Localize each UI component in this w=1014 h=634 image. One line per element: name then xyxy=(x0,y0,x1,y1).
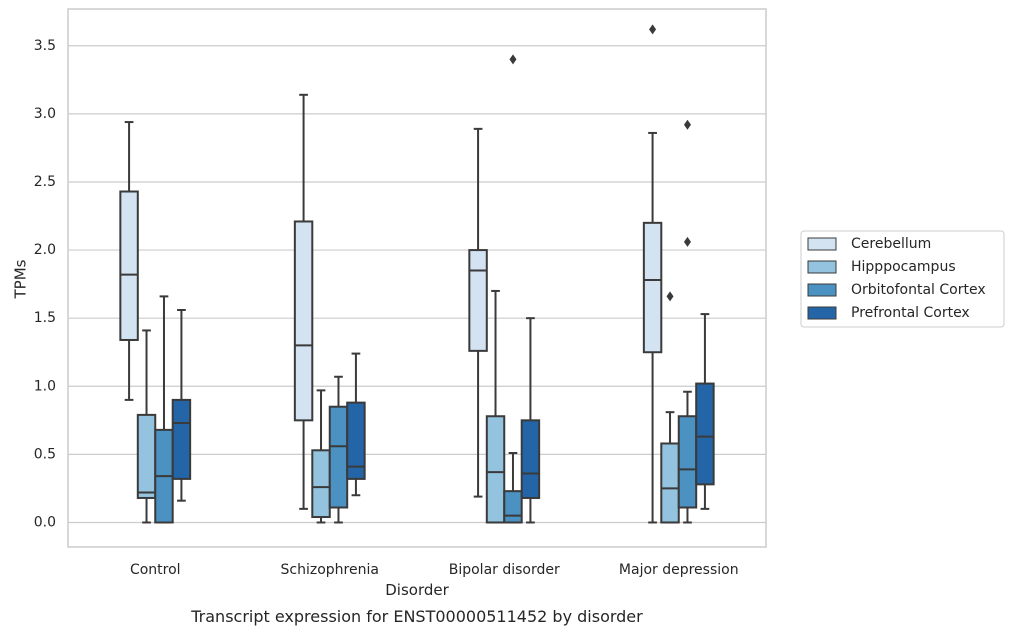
box-control-cerebellum xyxy=(119,121,139,401)
legend-label: Prefrontal Cortex xyxy=(851,305,970,321)
legend-swatch xyxy=(807,306,837,320)
x-tick-label: Control xyxy=(130,562,181,578)
box-bipolar-disorder-hipppocampus xyxy=(485,289,506,524)
chart-caption: Transcript expression for ENST0000051145… xyxy=(190,607,643,626)
legend-label: Hipppocampus xyxy=(851,259,956,275)
y-tick-label: 2.5 xyxy=(34,174,56,190)
box-iqr xyxy=(695,382,715,486)
x-tick-label: Bipolar disorder xyxy=(449,562,560,578)
box-iqr xyxy=(468,249,488,352)
box-iqr xyxy=(119,190,139,341)
y-tick-label: 1.0 xyxy=(34,378,56,394)
y-tick-label: 3.0 xyxy=(34,106,56,122)
legend-label: Cerebellum xyxy=(851,236,931,252)
box-schizophrenia-prefrontal-cortex xyxy=(346,352,366,497)
box-control-hipppocampus xyxy=(136,329,157,524)
box-major-depression-orbitofontal-cortex xyxy=(677,119,698,524)
outlier-point xyxy=(683,236,691,247)
legend-frame xyxy=(800,230,1005,328)
y-tick-labels: 0.0 0.5 1.0 1.5 2.0 2.5 3.0 3.5 xyxy=(34,38,56,531)
x-tick-label: Major depression xyxy=(619,562,739,578)
box-iqr xyxy=(642,221,663,354)
x-tick-label: Schizophrenia xyxy=(281,562,379,578)
outlier-point xyxy=(649,24,657,35)
box-iqr xyxy=(346,401,366,480)
box-iqr xyxy=(660,442,680,524)
box-schizophrenia-cerebellum xyxy=(293,93,314,510)
legend-swatch xyxy=(807,283,837,297)
y-tick-label: 0.5 xyxy=(34,446,56,462)
box-iqr xyxy=(485,415,506,524)
outlier-point xyxy=(666,291,674,302)
legend-label: Orbitofontal Cortex xyxy=(851,282,986,298)
x-axis-title: Disorder xyxy=(385,581,449,599)
plot-frame xyxy=(67,8,767,548)
box-iqr xyxy=(136,413,157,499)
box-major-depression-cerebellum xyxy=(642,24,663,524)
box-control-prefrontal-cortex xyxy=(171,309,192,502)
box-iqr xyxy=(328,405,349,509)
box-iqr xyxy=(171,398,192,480)
box-iqr xyxy=(520,419,541,499)
y-axis-title: TPMs xyxy=(12,259,30,299)
box-iqr xyxy=(677,415,698,509)
legend-swatch xyxy=(807,260,837,274)
x-tick-labels: Control Schizophrenia Bipolar disorder Majo… xyxy=(130,562,739,578)
box-major-depression-hipppocampus xyxy=(660,291,680,524)
box-bipolar-disorder-orbitofontal-cortex xyxy=(503,54,523,524)
legend: Cerebellum Hipppocampus Orbitofontal Corte… xyxy=(800,230,1005,328)
y-tick-label: 3.5 xyxy=(34,38,56,54)
box-bipolar-disorder-cerebellum xyxy=(468,127,488,498)
box-major-depression-prefrontal-cortex xyxy=(695,313,715,510)
y-tick-label: 2.0 xyxy=(34,242,56,258)
box-iqr xyxy=(503,490,523,524)
outlier-point xyxy=(509,54,517,65)
outlier-point xyxy=(683,119,691,130)
boxes xyxy=(119,24,715,524)
box-bipolar-disorder-prefrontal-cortex xyxy=(520,317,541,524)
legend-swatch xyxy=(807,237,837,251)
box-iqr xyxy=(293,220,314,422)
y-tick-label: 0.0 xyxy=(34,514,56,530)
y-tick-label: 1.5 xyxy=(34,310,56,326)
box-iqr xyxy=(311,449,331,519)
